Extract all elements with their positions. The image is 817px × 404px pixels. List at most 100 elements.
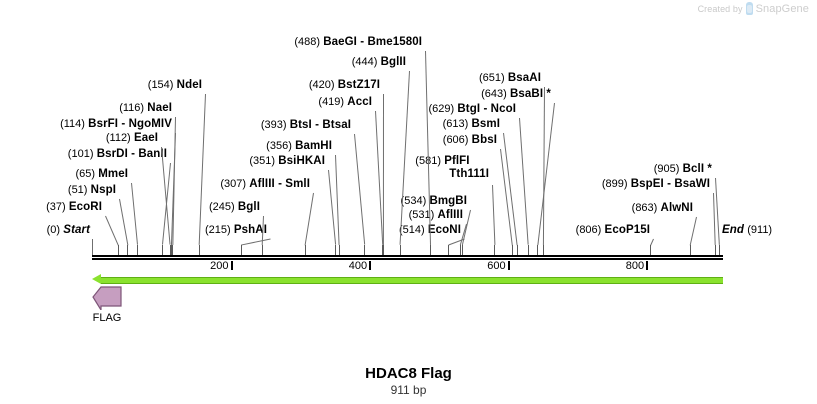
site-tick (714, 245, 716, 255)
site-tick (172, 245, 174, 255)
restriction-site-label[interactable]: (116) NaeI (119, 102, 172, 115)
restriction-site-label[interactable]: (114) BsrFI - NgoMIV (60, 118, 172, 131)
restriction-site-label[interactable]: (37) EcoRI (46, 201, 102, 214)
site-position: (245) (208, 201, 235, 213)
restriction-site-label[interactable]: (534) BmgBI (401, 195, 467, 208)
restriction-site-label[interactable]: (51) NspI (68, 184, 116, 197)
start-marker-label: Start (63, 224, 90, 236)
site-enzymes: EcoNI (427, 224, 461, 236)
restriction-site-label[interactable]: (643) BsaBI * (481, 88, 551, 101)
site-tick (198, 245, 200, 255)
leader-line (354, 133, 366, 246)
site-tick (304, 245, 306, 255)
restriction-site-label[interactable]: (488) BaeGI - Bme1580I (294, 36, 422, 49)
site-enzymes: AccI (347, 96, 372, 108)
site-enzymes: BglII (380, 56, 406, 68)
leader-line (304, 192, 314, 246)
site-enzymes: BstZ17I (337, 79, 380, 91)
ruler-tick-label: 800 (625, 260, 645, 272)
site-tick (382, 245, 384, 255)
restriction-site-label[interactable]: (514) EcoNI (399, 224, 461, 237)
restriction-site-label[interactable]: (444) BglII (352, 56, 406, 69)
start-marker-position: (0) (46, 224, 61, 236)
restriction-site-label[interactable]: (65) MmeI (75, 168, 128, 181)
site-position: (51) (67, 184, 88, 196)
leader-line (328, 169, 337, 246)
restriction-site-label[interactable]: (215) PshAI (205, 224, 267, 237)
end-marker[interactable]: End (911) (722, 224, 772, 237)
site-position: (899) (601, 178, 628, 190)
site-enzymes: AflIII (437, 209, 463, 221)
site-position: (613) (442, 118, 469, 130)
ruler-tick-label: 200 (210, 260, 229, 272)
site-enzymes: BsmI (471, 118, 500, 130)
site-enzymes: BsaBI * (510, 88, 551, 100)
leader-line (105, 215, 119, 246)
leader-line (335, 154, 340, 246)
leader-line (715, 177, 720, 246)
site-position: (351) (249, 155, 276, 167)
restriction-site-label[interactable]: (806) EcoP15I (576, 224, 650, 237)
restriction-site-label[interactable]: (351) BsiHKAI (249, 155, 325, 168)
end-marker-position: (911) (747, 224, 773, 236)
restriction-site-label[interactable]: (393) BtsI - BtsaI (261, 119, 351, 132)
restriction-site-label[interactable]: (419) AccI (318, 96, 372, 109)
restriction-site-label[interactable]: (905) BclI * (654, 163, 712, 176)
start-marker[interactable]: (0) Start (47, 224, 90, 237)
site-tick (240, 245, 242, 255)
site-tick (511, 245, 513, 255)
restriction-site-label[interactable]: (154) NdeI (148, 79, 202, 92)
leader-line (131, 182, 139, 246)
restriction-site-label[interactable]: (531) AflIII (409, 209, 463, 222)
site-tick (162, 245, 163, 255)
restriction-site-label[interactable]: (101) BsrDI - BanII (68, 148, 167, 161)
site-tick (430, 245, 431, 255)
site-enzymes: BspEI - BsaWI (630, 178, 710, 190)
restriction-site-label[interactable]: (245) BglI (209, 201, 260, 214)
restriction-site-label[interactable]: (112) EaeI (106, 132, 158, 145)
orf-arrowhead[interactable] (92, 274, 101, 284)
site-tick (117, 245, 119, 255)
site-tick (527, 245, 529, 255)
leader-line (713, 192, 716, 246)
site-enzymes: BmgBI (429, 195, 467, 207)
restriction-site-label[interactable]: (613) BsmI (443, 118, 500, 131)
restriction-site-label[interactable]: (629) BtgI - NcoI (429, 103, 517, 116)
site-enzymes: BsrFI - NgoMIV (88, 118, 172, 130)
ruler-tick (369, 261, 372, 270)
site-position: (419) (318, 96, 345, 108)
site-position: (37) (46, 201, 66, 213)
site-enzymes-continued: Tth111I (449, 168, 489, 180)
site-enzymes: NaeI (147, 102, 172, 114)
site-enzymes: EcoRI (68, 201, 102, 213)
site-enzymes: BtgI - NcoI (457, 103, 516, 115)
restriction-site-label[interactable]: (420) BstZ17I (309, 79, 380, 92)
site-tick (516, 245, 518, 255)
restriction-site-label[interactable]: (651) BsaAI (479, 72, 541, 85)
site-position: (65) (75, 168, 95, 180)
leader-line (542, 86, 545, 245)
axis-bar (92, 255, 723, 257)
restriction-site-label[interactable]: (356) BamHI (266, 140, 332, 153)
flag-feature-arrow[interactable] (92, 286, 122, 310)
restriction-site-label[interactable]: (606) BbsI (443, 134, 497, 147)
leader-line (689, 216, 697, 246)
restriction-site-label[interactable]: (899) BspEI - BsaWI (602, 178, 710, 191)
ruler-tick-label: 600 (487, 260, 506, 272)
ruler-tick (646, 261, 649, 270)
sequence-title: HDAC8 Flag (365, 365, 452, 382)
orf-body[interactable] (101, 277, 723, 284)
site-enzymes: AlwNI (660, 202, 693, 214)
site-enzymes: BglI (237, 201, 260, 213)
leader-line (537, 102, 555, 246)
restriction-site-label[interactable]: (863) AlwNI (632, 202, 693, 215)
site-tick (364, 245, 366, 255)
site-tick (689, 245, 691, 255)
watermark-prefix: Created by (697, 3, 743, 14)
leader-line (172, 116, 176, 245)
restriction-site-label[interactable]: (307) AflIII - SmlI (220, 178, 310, 191)
site-tick (448, 245, 449, 255)
leader-line (382, 93, 384, 246)
site-position: (806) (575, 224, 602, 236)
